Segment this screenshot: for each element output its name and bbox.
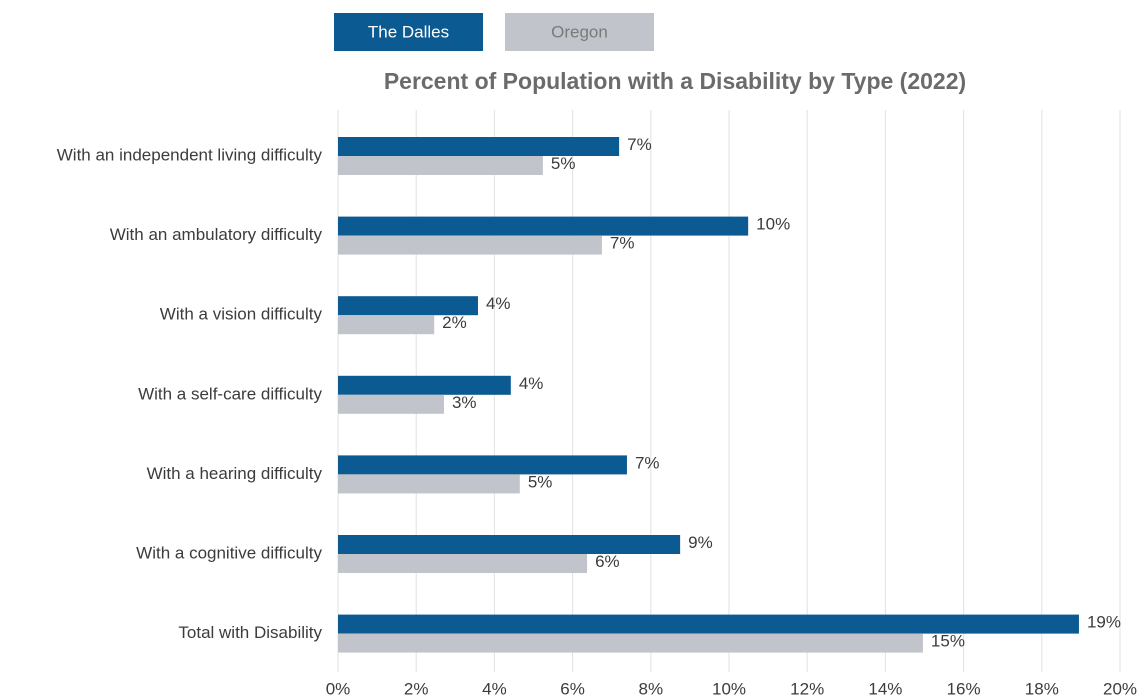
x-tick-label: 20% (1103, 679, 1137, 698)
bar (338, 375, 511, 395)
bar (338, 614, 1079, 634)
legend-label[interactable]: The Dalles (368, 22, 449, 41)
value-label: 10% (756, 215, 790, 234)
bar (338, 394, 444, 414)
value-label: 4% (519, 374, 544, 393)
y-tick-label: Total with Disability (178, 623, 322, 642)
value-label: 3% (452, 393, 477, 412)
value-label: 2% (442, 313, 467, 332)
bar (338, 235, 602, 255)
legend-label[interactable]: Oregon (551, 22, 608, 41)
value-label: 4% (486, 294, 511, 313)
y-tick-label: With a hearing difficulty (147, 464, 323, 483)
y-tick-label: With a vision difficulty (160, 305, 323, 324)
bar (338, 156, 543, 175)
x-tick-label: 4% (482, 679, 507, 698)
value-label: 15% (931, 632, 965, 651)
x-tick-label: 8% (639, 679, 664, 698)
value-label: 7% (610, 234, 635, 253)
bar (338, 474, 520, 494)
legend-button[interactable] (334, 13, 483, 51)
bar (338, 296, 478, 316)
y-tick-label: With a cognitive difficulty (136, 543, 322, 562)
value-label: 7% (627, 135, 652, 154)
value-label: 5% (528, 472, 553, 491)
bar (338, 455, 627, 475)
bar (338, 535, 681, 554)
x-tick-label: 14% (868, 679, 902, 698)
x-tick-label: 0% (326, 679, 351, 698)
value-label: 6% (595, 552, 620, 571)
x-tick-label: 2% (404, 679, 429, 698)
y-tick-label: With an ambulatory difficulty (110, 225, 323, 244)
value-label: 5% (551, 154, 576, 173)
legend-button[interactable] (505, 13, 654, 51)
value-label: 9% (688, 533, 713, 552)
y-tick-label: With a self-care difficulty (138, 384, 322, 403)
bar (338, 315, 435, 335)
bar (338, 633, 923, 653)
value-label: 19% (1087, 613, 1121, 632)
bar (338, 137, 620, 156)
y-tick-label: With an independent living difficulty (57, 145, 323, 164)
bar (338, 554, 588, 573)
x-tick-label: 6% (560, 679, 585, 698)
x-tick-label: 18% (1025, 679, 1059, 698)
chart-title: Percent of Population with a Disability … (384, 68, 966, 94)
value-label: 7% (635, 453, 660, 472)
x-tick-label: 16% (947, 679, 981, 698)
x-tick-label: 12% (790, 679, 824, 698)
bar (338, 216, 749, 236)
x-tick-label: 10% (712, 679, 746, 698)
